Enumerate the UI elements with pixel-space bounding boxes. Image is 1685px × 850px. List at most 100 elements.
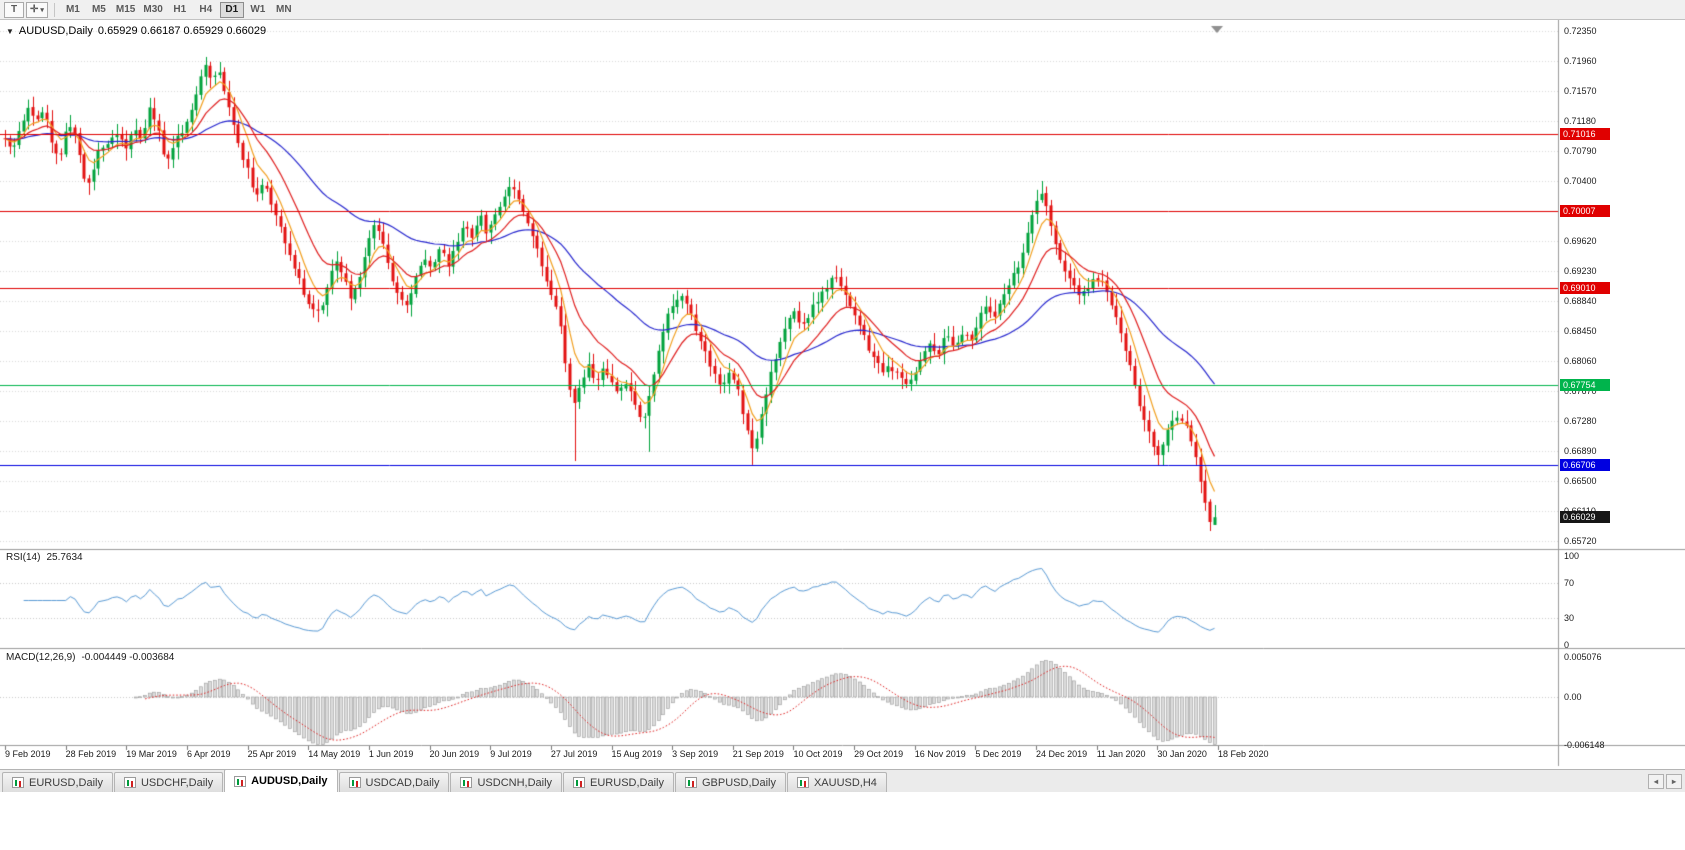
price-axis-tick: 0.65720: [1564, 536, 1597, 546]
tab-icon-up-bar: [576, 780, 579, 786]
tab-icon-down-bar: [467, 781, 470, 787]
chart-tab-label: USDCHF,Daily: [140, 776, 214, 789]
price-axis-tick: 0.72350: [1564, 26, 1597, 36]
tab-scroll-left-button[interactable]: ◂: [1648, 774, 1664, 789]
chart-tab-label: EURUSD,Daily: [29, 776, 103, 789]
crosshair-icon: ✛: [30, 4, 39, 15]
chart-tab-eurusd-daily[interactable]: EURUSD,Daily: [563, 772, 674, 792]
price-axis-tick: 0.69620: [1564, 236, 1597, 246]
tab-icon-down-bar: [803, 781, 806, 787]
date-axis-tick: 14 May 2019: [308, 749, 361, 759]
date-axis-tick: 25 Apr 2019: [247, 749, 297, 759]
chart-tab-label: AUDUSD,Daily: [251, 775, 328, 787]
timeframe-m15-button[interactable]: M15: [115, 4, 136, 15]
crosshair-tool-button[interactable]: ✛ ▾: [26, 1, 48, 18]
price-axis-tick: 0.68450: [1564, 326, 1597, 336]
chart-tab-icon: [460, 777, 473, 788]
timeframe-m30-button[interactable]: M30: [143, 4, 163, 15]
date-axis-tick: 16 Nov 2019: [914, 749, 966, 759]
date-axis-tick: 11 Jan 2020: [1096, 749, 1146, 759]
date-axis-tick: 1 Jun 2019: [368, 749, 414, 759]
price-level-badge: 0.66706: [1560, 459, 1610, 472]
rsi-value: 25.7634: [46, 552, 83, 563]
price-axis-tick: 0.66110: [1564, 506, 1596, 516]
date-axis-tick: 3 Sep 2019: [672, 749, 719, 759]
rsi-name: RSI(14): [6, 552, 41, 563]
date-axis-tick: 27 Jul 2019: [550, 749, 598, 759]
chart-tab-label: XAUUSD,H4: [813, 776, 877, 789]
price-chart-canvas[interactable]: [0, 20, 1685, 768]
macd-name: MACD(12,26,9): [6, 652, 76, 663]
price-axis-tick: 0.67280: [1564, 416, 1597, 426]
price-axis-tick: 0.68060: [1564, 356, 1597, 366]
date-axis-tick: 15 Aug 2019: [611, 749, 663, 759]
price-axis-tick: 0.66500: [1564, 476, 1597, 486]
timeframe-h1-button[interactable]: H1: [173, 4, 187, 15]
price-axis-tick: 0.66890: [1564, 446, 1597, 456]
chart-tab-usdcad-daily[interactable]: USDCAD,Daily: [338, 772, 450, 792]
date-axis-tick: 9 Feb 2019: [5, 749, 51, 759]
chart-tab-icon: [573, 777, 586, 788]
rsi-axis-tick: 30: [1564, 613, 1575, 624]
tab-icon-up-bar: [351, 780, 354, 786]
tab-icon-down-bar: [19, 781, 21, 787]
current-price-badge: 0.66029: [1560, 511, 1610, 524]
tab-icon-down-bar: [580, 781, 583, 787]
chart-title: ▼ AUDUSD,Daily 0.65929 0.66187 0.65929 0…: [6, 25, 266, 37]
tab-scroll-right-button[interactable]: ▸: [1666, 774, 1682, 789]
chart-tab-usdchf-daily[interactable]: USDCHF,Daily: [113, 772, 224, 792]
date-axis-tick: 9 Jul 2019: [490, 749, 532, 759]
bottom-tab-bar: EURUSD,Daily USDCHF,Daily AUDUSD,Daily USDC…: [0, 769, 1685, 792]
date-axis-tick: 30 Jan 2020: [1157, 749, 1207, 759]
date-axis-tick: 18 Feb 2020: [1218, 749, 1269, 759]
chart-tab-usdcnh-daily[interactable]: USDCNH,Daily: [450, 772, 563, 792]
timeframe-w1-button[interactable]: W1: [250, 4, 266, 15]
price-axis-tick: 0.70790: [1564, 146, 1597, 156]
date-axis-tick: 28 Feb 2019: [65, 749, 117, 759]
price-level-badge: 0.67754: [1560, 378, 1610, 391]
timeframe-m5-button[interactable]: M5: [91, 4, 106, 15]
date-axis-tick: 10 Oct 2019: [793, 749, 843, 759]
chart-tab-icon: [234, 775, 247, 787]
timeframe-d1-button[interactable]: D1: [219, 1, 244, 18]
price-axis-tick: 0.71960: [1564, 56, 1597, 66]
date-axis-tick: 6 Apr 2019: [186, 749, 231, 759]
rsi-axis-tick: 100: [1564, 551, 1580, 561]
timeframe-mn-button[interactable]: MN: [276, 4, 292, 15]
tab-icon-down-bar: [241, 779, 244, 786]
date-axis-tick: 5 Dec 2019: [975, 749, 1022, 759]
rsi-axis-tick: 70: [1564, 577, 1575, 588]
macd-axis-tick: -0.006148: [1564, 740, 1605, 751]
chart-tab-eurusd-daily[interactable]: EURUSD,Daily: [2, 772, 113, 792]
chart-tab-icon: [685, 777, 697, 788]
tab-icon-up-bar: [799, 780, 802, 786]
toolbar-separator: [53, 2, 55, 17]
price-axis-tick: 0.68840: [1564, 296, 1597, 306]
chart-tab-xauusd-h4[interactable]: XAUUSD,H4: [786, 772, 887, 792]
macd-axis-tick: 0.00: [1564, 692, 1582, 702]
timeframe-h4-button[interactable]: H4: [199, 4, 213, 15]
chart-tab-label: USDCAD,Daily: [365, 776, 440, 789]
tab-icon-down-bar: [130, 781, 133, 787]
tab-scroll-buttons: ◂ ▸: [1648, 774, 1682, 792]
symbol-collapse-arrow-icon[interactable]: ▼: [6, 26, 14, 36]
date-axis-tick: 20 Jun 2019: [429, 749, 480, 759]
price-axis-tick: 0.67670: [1564, 386, 1597, 396]
tab-icon-up-bar: [15, 780, 17, 786]
date-axis-tick: 19 Mar 2019: [126, 749, 177, 759]
timeframe-m1-button[interactable]: M1: [65, 4, 80, 15]
price-axis-tick: 0.69230: [1564, 266, 1597, 276]
chart-tab-gbpusd-daily[interactable]: GBPUSD,Daily: [675, 772, 786, 792]
date-axis-tick: 21 Sep 2019: [732, 749, 784, 759]
chart-symbol-period: AUDUSD,Daily: [18, 25, 93, 37]
macd-indicator-label: MACD(12,26,9) -0.004449 -0.003684: [6, 652, 174, 663]
templates-button[interactable]: T: [4, 1, 24, 18]
price-level-badge: 0.70007: [1560, 205, 1610, 218]
chart-tab-icon: [12, 777, 24, 788]
tab-icon-up-bar: [688, 780, 690, 786]
chart-tab-audusd-daily[interactable]: AUDUSD,Daily: [224, 769, 338, 792]
top-toolbar: T ✛ ▾ M1 M5 M15 M30 H1 H4 D1 W1 MN: [0, 0, 1685, 20]
tab-icon-down-bar: [355, 781, 358, 787]
chart-tab-label: GBPUSD,Daily: [702, 776, 776, 789]
